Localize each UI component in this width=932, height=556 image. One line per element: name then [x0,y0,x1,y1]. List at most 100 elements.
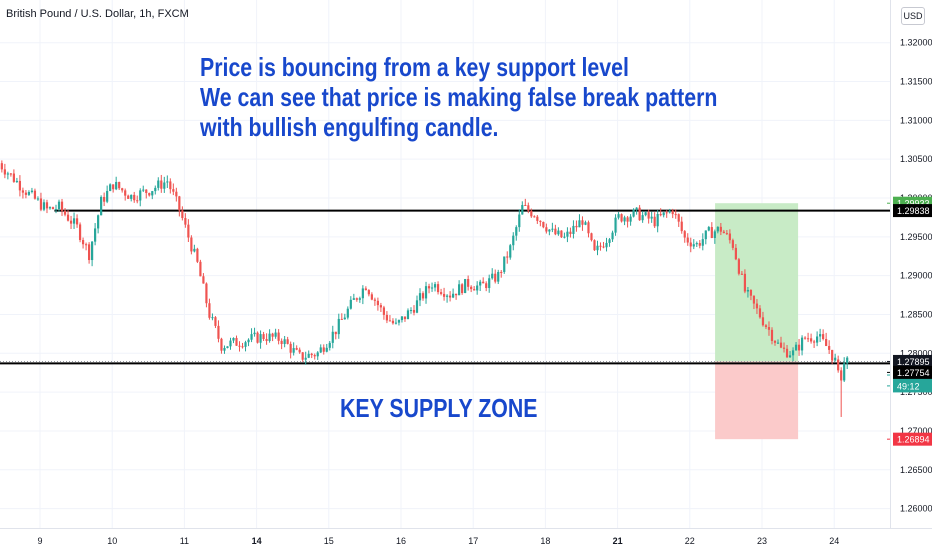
candle-body [656,214,659,227]
candle-body [397,320,401,323]
candle-body [33,190,37,199]
candle-body [412,309,416,313]
candle-body [250,334,253,340]
candle-body [436,284,440,293]
candle-body [686,237,689,243]
price-tick-label: 1.31000 [900,115,932,125]
candle-body [442,293,446,297]
candle-body [328,342,331,348]
candle-body [358,298,361,300]
candle-body [72,218,76,224]
candle-body [599,245,602,247]
candle-body [112,184,115,190]
candle-body [828,345,831,350]
currency-button[interactable]: USD [901,7,925,25]
price-tag-background [893,432,932,446]
candle-body [36,198,40,200]
candle-body [430,287,434,289]
candle-body [722,231,725,234]
candle-body [533,216,536,218]
candle-body [184,218,187,225]
candle-body [692,244,695,247]
candle-body [554,228,557,235]
candle-body [388,320,392,322]
price-tag-label: 1.26894 [897,435,930,445]
candle-body [241,346,244,348]
candle-body [12,173,15,182]
candle-body [551,228,554,230]
candle-body [118,181,121,189]
candle-body [488,278,491,289]
candle-body [448,295,452,298]
candle-body [154,187,157,192]
candle-body [813,341,816,343]
candle-body [54,208,58,210]
price-tag-label: 1.29933 [897,199,930,209]
candle-body [400,316,404,321]
candle-body [232,337,235,341]
time-tick-label: 11 [180,536,189,546]
candle-body [262,334,265,339]
symbol-title: British Pound / U.S. Dollar, 1h, FXCM [6,8,189,20]
candle-body [806,338,810,340]
price-tag: 1.27895 [893,354,932,368]
candle-body [476,285,479,291]
candle-body [310,353,313,356]
candle-body [280,340,283,344]
candle-body [151,191,154,196]
candle-body [773,340,777,343]
candle-body [515,227,518,236]
candle-body [803,337,807,339]
candle-body [15,180,18,182]
candle-body [843,363,846,381]
candle-body [157,180,160,188]
chart-area[interactable] [0,0,890,528]
price-axis[interactable]: 1.320001.315001.310001.305001.300001.295… [890,0,932,528]
candle-body [680,221,683,232]
candle-body [479,281,482,286]
price-tick-label: 1.26500 [900,465,932,475]
candle-body [163,182,166,189]
candle-body [770,329,774,341]
candle-body [211,317,214,319]
candle-body [587,222,590,234]
time-axis[interactable]: 9 10 11 14 15 16 17 18 21 22 23 24 [0,528,932,551]
candle-body [632,209,635,217]
candle-body [172,189,175,192]
time-tick-label: 14 [252,536,262,546]
candle-body [124,190,127,196]
loss-zone [715,361,799,440]
candle-body [6,173,9,175]
candle-body [364,288,367,291]
candle-body [322,347,325,352]
candle-body [819,334,822,337]
candle-body [127,195,130,199]
candle-body [572,225,575,234]
time-tick-label: 9 [37,536,42,546]
candle-body [704,230,707,240]
candle-body [779,342,783,348]
candle-body [620,214,623,222]
candle-body [30,190,34,192]
candle-body [719,226,722,232]
candle-body [530,210,533,217]
candle-body [238,345,241,347]
candle-body [698,243,701,246]
candle-body [319,347,322,353]
candle-body [45,202,49,209]
candle-body [181,210,184,219]
candle-body [761,317,765,326]
candle-body [509,245,512,258]
candle-body [767,327,771,330]
candle-body [60,201,64,211]
candle-body [253,332,256,335]
candle-body [304,357,307,360]
price-tag: 1.26894 [893,432,932,446]
price-chart[interactable] [0,0,890,528]
candle-body [178,196,181,211]
candle-body [590,233,593,241]
time-tick-label: 22 [685,536,695,546]
candle-body [524,204,527,206]
candle-body [545,227,548,232]
candle-body [494,273,497,282]
